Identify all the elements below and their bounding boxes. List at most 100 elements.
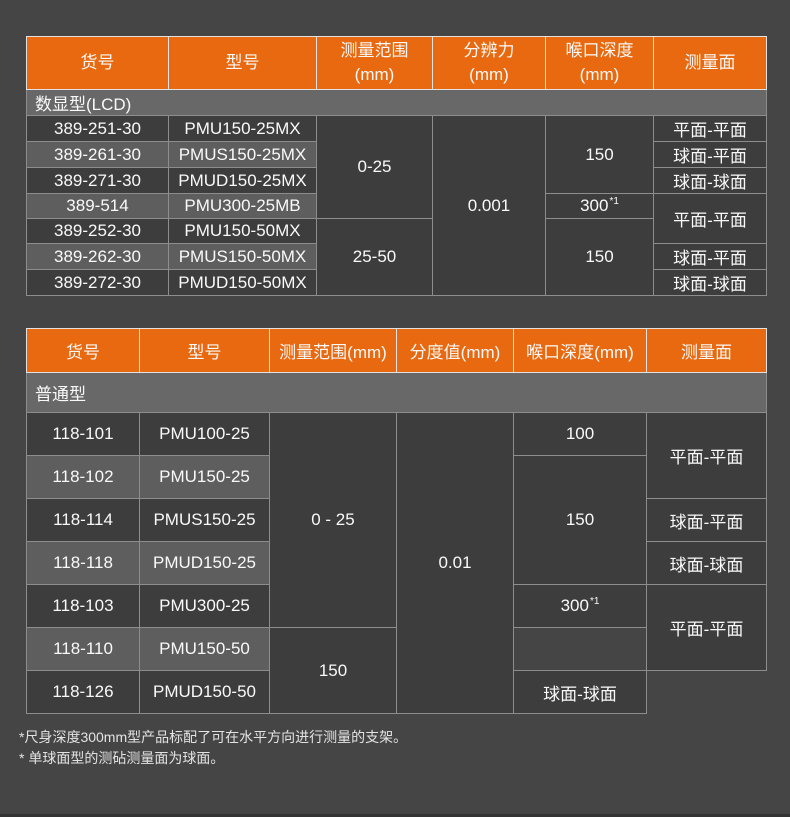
throat-depth-cell: 150 — [269, 627, 397, 714]
model-cell: PMU300-25 — [139, 584, 270, 628]
resolution-cell: 0.001 — [432, 115, 546, 296]
col-header-throat-depth: 喉口深度(mm) — [513, 328, 647, 373]
face-cell: 平面-平面 — [646, 584, 767, 671]
table-row: 118-103 PMU300-25 300*1 平面-平面 — [26, 584, 767, 671]
header-label: 型号 — [187, 343, 222, 362]
throat-depth-cell: 150 — [513, 455, 647, 585]
header-label: 货号 — [80, 53, 115, 72]
header-label: 喉口深度(mm) — [526, 343, 634, 362]
part-no-cell: 118-102 — [26, 455, 140, 499]
header-label: 测量面 — [681, 343, 732, 362]
model-cell: PMU150-50MX — [168, 218, 317, 244]
throat-value: 300 — [580, 196, 609, 215]
table-row: 118-101 PMU100-25 0 - 25 0.01 100 平面-平面 — [26, 412, 767, 714]
range-cell: 0 - 25 — [269, 412, 397, 628]
col-header-range: 测量范围 (mm) — [316, 36, 433, 90]
throat-depth-cell: 100 — [513, 412, 647, 456]
range-cell: 0-25 — [316, 115, 433, 219]
header-label: 测量面 — [684, 53, 736, 72]
table-row: 389-261-30 PMUS150-25MX 球面-平面 — [26, 141, 767, 168]
part-no-cell: 389-262-30 — [26, 243, 169, 270]
header-label: 分度值(mm) — [409, 343, 501, 362]
col-header-range: 测量范围(mm) — [269, 328, 397, 373]
footnote-marker: *1 — [589, 596, 600, 608]
part-no-cell: 389-252-30 — [26, 218, 169, 244]
face-cell: 平面-平面 — [653, 115, 767, 142]
throat-depth-cell: 300*1 — [513, 584, 647, 628]
digital-header-row: 货号 型号 测量范围 (mm) 分辨力 (mm) 喉口深度 (mm) 测量面 — [26, 36, 767, 90]
face-cell: 平面-平面 — [653, 193, 767, 244]
face-cell: 球面-球面 — [653, 269, 767, 296]
part-no-cell: 118-118 — [26, 541, 140, 585]
part-no-cell: 118-110 — [26, 627, 140, 671]
face-cell: 球面-平面 — [653, 243, 767, 270]
standard-table: 货号 型号 测量范围(mm) 分度值(mm) 喉口深度(mm) 测量面 普通型 … — [26, 328, 767, 714]
model-cell: PMUS150-25MX — [168, 141, 317, 168]
table-row: 389-262-30 PMUS150-50MX 球面-平面 — [26, 243, 767, 270]
bottom-edge — [0, 814, 790, 817]
header-unit: (mm) — [469, 65, 509, 84]
header-label: 喉口深度 — [565, 41, 634, 60]
throat-depth-cell: 150 — [545, 218, 654, 296]
standard-header-row: 货号 型号 测量范围(mm) 分度值(mm) 喉口深度(mm) 测量面 — [26, 328, 767, 373]
part-no-cell: 389-514 — [26, 193, 169, 219]
face-cell: 球面-平面 — [646, 498, 767, 542]
face-cell: 球面-平面 — [653, 141, 767, 168]
model-cell: PMU150-50 — [139, 627, 270, 671]
header-label: 货号 — [66, 343, 100, 362]
footnote-1: *尺身深度300mm型产品标配了可在水平方向进行测量的支架。 — [19, 729, 408, 745]
range-cell: 25-50 — [316, 218, 433, 296]
model-cell: PMU150-25MX — [168, 115, 317, 142]
col-header-face: 测量面 — [646, 328, 767, 373]
model-cell: PMUS150-50MX — [168, 243, 317, 270]
part-no-cell: 118-103 — [26, 584, 140, 628]
digital-table: 货号 型号 测量范围 (mm) 分辨力 (mm) 喉口深度 (mm) 测量面 — [26, 36, 767, 296]
table-row: 389-514 PMU300-25MB 300*1 平面-平面 — [26, 193, 767, 244]
header-label: 分辨力 — [463, 41, 515, 60]
col-header-throat-depth: 喉口深度 (mm) — [545, 36, 654, 90]
col-header-face: 测量面 — [653, 36, 767, 90]
face-cell: 球面-球面 — [653, 167, 767, 194]
model-cell: PMU100-25 — [139, 412, 270, 456]
model-cell: PMUD150-50 — [139, 670, 270, 714]
header-label: 型号 — [225, 53, 260, 72]
model-cell: PMUD150-25 — [139, 541, 270, 585]
part-no-cell: 389-271-30 — [26, 167, 169, 194]
table-row: 118-126 PMUD150-50 球面-球面 — [26, 670, 767, 714]
col-header-model: 型号 — [168, 36, 317, 90]
header-label: 测量范围 — [340, 41, 409, 60]
col-header-part-no: 货号 — [26, 36, 169, 90]
table-row: 118-118 PMUD150-25 球面-球面 — [26, 541, 767, 585]
spec-sheet: 货号 型号 测量范围 (mm) 分辨力 (mm) 喉口深度 (mm) 测量面 — [19, 36, 790, 769]
table-row: 118-102 PMU150-25 150 — [26, 455, 767, 585]
part-no-cell: 118-101 — [26, 412, 140, 456]
header-unit: (mm) — [579, 65, 620, 84]
model-cell: PMU300-25MB — [168, 193, 317, 219]
section-row-digital: 数显型(LCD) — [26, 89, 767, 116]
face-cell: 球面-球面 — [513, 670, 647, 714]
part-no-cell: 389-261-30 — [26, 141, 169, 168]
model-cell: PMUD150-25MX — [168, 167, 317, 194]
model-cell: PMUD150-50MX — [168, 269, 317, 296]
model-cell: PMU150-25 — [139, 455, 270, 499]
footnotes: *尺身深度300mm型产品标配了可在水平方向进行测量的支架。 * 单球面型的测砧… — [19, 727, 790, 769]
model-cell: PMUS150-25 — [139, 498, 270, 542]
face-cell: 平面-平面 — [646, 412, 767, 499]
throat-depth-cell: 150 — [545, 115, 654, 194]
section-row-standard: 普通型 — [26, 372, 767, 413]
part-no-cell: 389-272-30 — [26, 269, 169, 296]
section-label: 普通型 — [26, 372, 767, 413]
part-no-cell: 118-114 — [26, 498, 140, 542]
throat-value: 300 — [560, 596, 589, 615]
section-label: 数显型(LCD) — [26, 89, 767, 116]
throat-depth-cell: 300*1 — [545, 193, 654, 219]
header-label: 测量范围(mm) — [279, 343, 387, 362]
footnote-marker: *1 — [609, 196, 619, 208]
part-no-cell: 118-126 — [26, 670, 140, 714]
col-header-resolution: 分辨力 (mm) — [432, 36, 546, 90]
col-header-part-no: 货号 — [26, 328, 140, 373]
col-header-model: 型号 — [139, 328, 270, 373]
footnote-2: * 单球面型的测砧测量面为球面。 — [19, 750, 225, 766]
col-header-graduation: 分度值(mm) — [396, 328, 514, 373]
face-cell: 球面-球面 — [646, 541, 767, 585]
